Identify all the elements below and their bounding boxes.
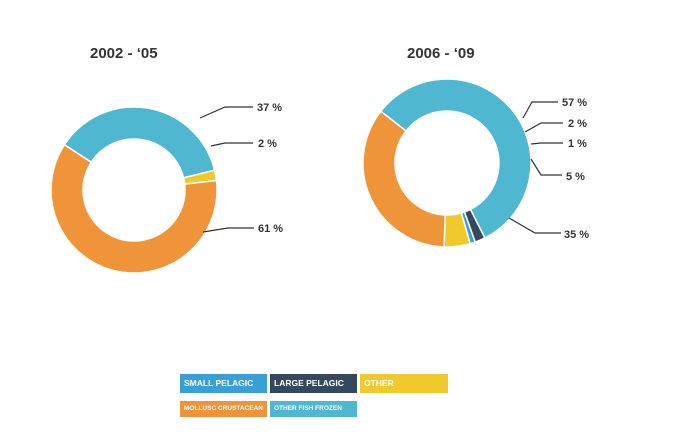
donut-1-leader-line-mollusc-crustacean	[508, 217, 561, 234]
donut-1-leader-line-small-pelagic	[530, 142, 563, 145]
legend-item-mollusc-crustacean: MOLLUSC CRUSTACEAN	[180, 401, 267, 417]
legend-item-other-fish-frozen: OTHER FISH FROZEN	[270, 401, 357, 417]
donut-1-data-label-small-pelagic: 1 %	[568, 138, 587, 150]
donut-0-data-label-other: 2 %	[258, 138, 277, 150]
legend-label-other-fish-frozen: OTHER FISH FROZEN	[274, 405, 342, 412]
chart-title-2002-2005: 2002 - ‘05	[90, 45, 158, 62]
donut-0-leader-line-other-fish-frozen	[199, 106, 253, 119]
donut-0-data-label-mollusc-crustacean: 61 %	[258, 223, 283, 235]
chart-legend: SMALL PELAGIC LARGE PELAGIC OTHER MOLLUS…	[180, 374, 452, 420]
donut-0-slice-mollusc-crustacean	[50, 143, 218, 274]
donut-1-data-label-other: 5 %	[566, 171, 585, 183]
donut-1-leader-line-other	[530, 158, 562, 176]
donut-1-leader-line-large-pelagic	[524, 122, 563, 133]
donut-0-data-label-other-fish-frozen: 37 %	[257, 102, 282, 114]
legend-label-other: OTHER	[364, 378, 394, 388]
donut-1-data-label-mollusc-crustacean: 35 %	[564, 229, 589, 241]
legend-label-small-pelagic: SMALL PELAGIC	[184, 378, 254, 388]
donut-1-slice-other-fish-frozen	[379, 78, 532, 239]
chart-title-2006-2009: 2006 - ‘09	[407, 45, 475, 62]
donut-0-leader-line-mollusc-crustacean	[202, 227, 254, 233]
donut-1-data-label-large-pelagic: 2 %	[568, 118, 587, 130]
legend-label-large-pelagic: LARGE PELAGIC	[274, 378, 344, 388]
legend-item-other: OTHER	[360, 374, 448, 393]
donut-0-leader-line-other	[210, 142, 253, 147]
legend-item-large-pelagic: LARGE PELAGIC	[270, 374, 357, 393]
donut-1-data-label-other-fish-frozen: 57 %	[562, 97, 587, 109]
legend-label-mollusc-crustacean: MOLLUSC CRUSTACEAN	[184, 405, 263, 412]
legend-item-small-pelagic: SMALL PELAGIC	[180, 374, 267, 393]
donut-0-slice-other-fish-frozen	[63, 106, 216, 179]
donut-1-leader-line-other-fish-frozen	[522, 101, 558, 119]
donut-1-slice-mollusc-crustacean	[362, 110, 446, 248]
